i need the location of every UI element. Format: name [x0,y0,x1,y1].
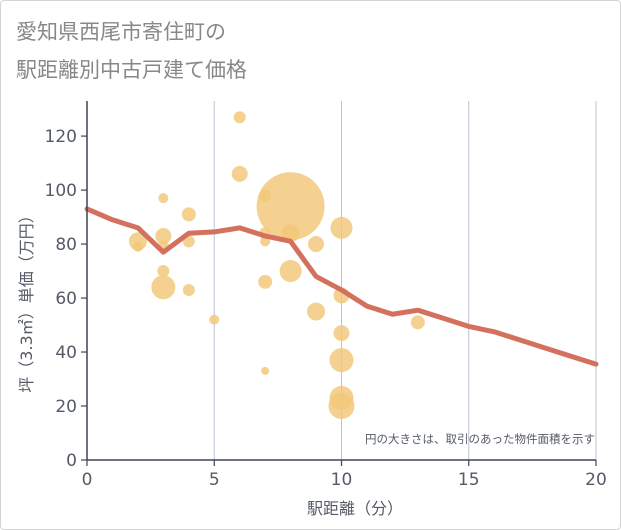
bubble-series [128,111,425,420]
bubble-22 [307,302,326,321]
bubble-23 [330,216,353,239]
y-axis-label: 坪（3.3㎡）単価（万円） [17,207,36,392]
bubble-6 [151,275,176,300]
bubble-11 [233,111,246,124]
bubble-9 [182,283,195,296]
chart-title-line-2: 駅距離別中古戸建て価格 [16,58,247,82]
x-tick-label-15: 15 [458,470,480,490]
bubble-17 [261,366,270,375]
tick-labels: 0 20 40 60 80 100 120 0 5 10 15 20 [45,127,607,490]
trend-line [84,206,599,367]
x-axis-label: 駅距離（分） [307,499,403,518]
bubble-21 [308,236,325,253]
x-tick-label-5: 5 [209,470,220,490]
bubble-12 [231,165,248,182]
bubble-10 [209,314,220,325]
bubble-16 [258,274,273,289]
y-tick-label-100: 100 [45,181,77,201]
bubble-7 [181,207,196,222]
axes [81,101,597,466]
bubble-5 [157,265,170,278]
y-tick-label-0: 0 [66,451,77,471]
bubble-25 [333,325,350,342]
y-tick-label-20: 20 [55,397,77,417]
chart-title-line-1: 愛知県西尾市寄住町の [16,20,226,44]
x-tick-label-10: 10 [331,470,353,490]
trend-line-series [84,206,599,367]
bubble-26 [329,348,354,373]
bubble-29 [410,315,425,330]
y-tick-label-60: 60 [55,289,77,309]
bubble-size-note: 円の大きさは、取引のあった物件面積を示す [365,432,595,446]
y-tick-label-40: 40 [55,343,77,363]
x-tick-label-20: 20 [585,470,607,490]
bubble-1 [132,241,143,252]
bubble-3 [155,227,172,244]
bubble-20 [279,260,302,283]
bubble-18 [256,172,325,241]
bubble-2 [158,193,169,204]
x-tick-label-0: 0 [82,470,93,490]
y-tick-label-80: 80 [55,235,77,255]
bubble-28 [328,393,355,420]
y-tick-label-120: 120 [45,127,77,147]
bubble-19 [281,224,300,243]
